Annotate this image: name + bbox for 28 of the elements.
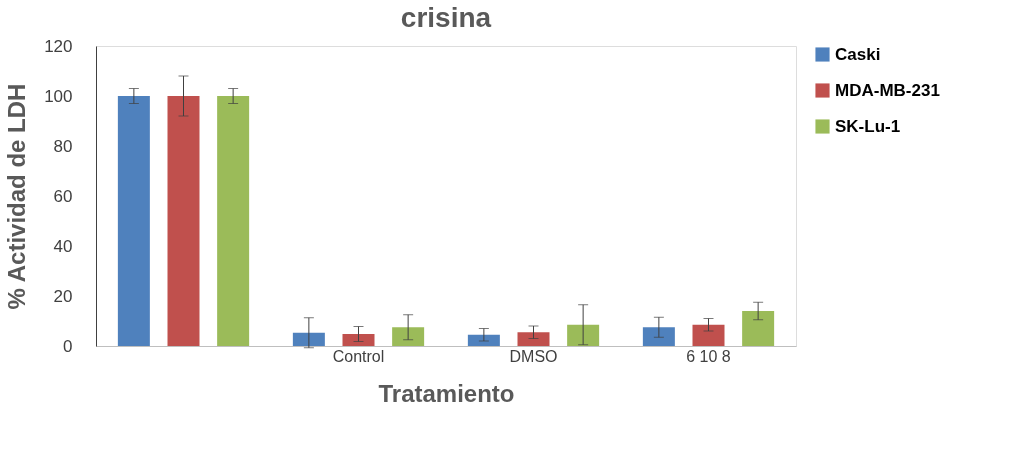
y-axis-title: % Actividad de LDH — [3, 83, 31, 310]
bar — [217, 96, 250, 346]
bar — [692, 324, 725, 346]
y-tick-label: 120 — [44, 36, 73, 56]
legend-label: SK-Lu-1 — [835, 116, 901, 136]
bar — [742, 311, 775, 346]
bar — [517, 332, 550, 346]
y-tick-label: 0 — [63, 336, 73, 356]
legend-label: MDA-MB-231 — [835, 80, 940, 100]
x-tick-label: 6 10 8 — [686, 347, 731, 365]
x-tick-label: DMSO — [509, 347, 558, 365]
x-axis-title: Tratamiento — [378, 379, 515, 407]
y-tick-label: 60 — [53, 186, 73, 206]
y-tick-label: 20 — [53, 286, 73, 306]
bar — [642, 327, 675, 346]
bar — [167, 96, 200, 346]
bar — [392, 327, 425, 346]
bar — [292, 332, 325, 346]
bar — [467, 334, 500, 346]
bar — [117, 96, 150, 346]
x-tick-label: Control — [332, 347, 385, 365]
y-tick-label: 40 — [53, 236, 73, 256]
y-tick-label: 80 — [53, 136, 73, 156]
y-tick-label: 100 — [44, 86, 73, 106]
legend-label: Caski — [835, 44, 881, 64]
chart-title: crisina — [400, 2, 492, 33]
bar — [342, 334, 375, 346]
bar — [567, 324, 600, 346]
